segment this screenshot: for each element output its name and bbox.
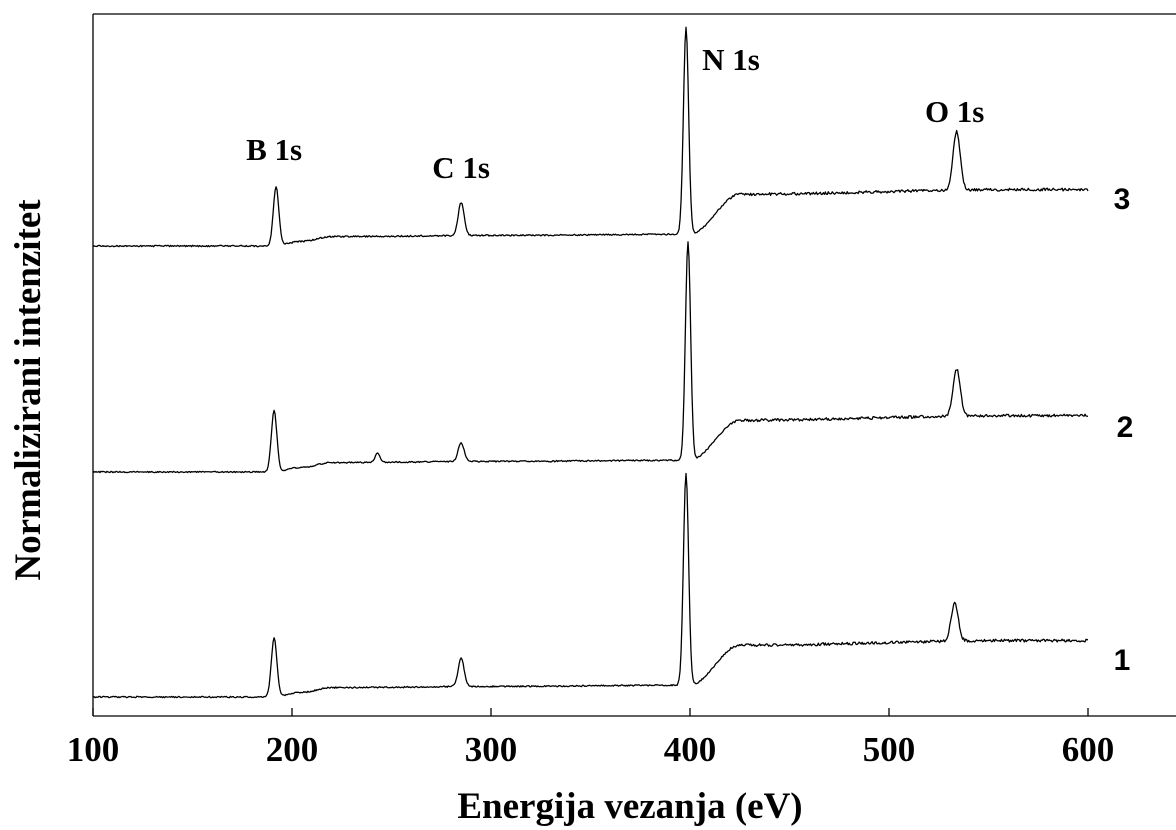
series-label-2: 2 bbox=[1117, 411, 1134, 444]
peak-annotations: B 1s C 1s N 1s O 1s bbox=[246, 42, 984, 185]
x-tick-label: 500 bbox=[863, 730, 916, 769]
peak-label: B 1s bbox=[246, 132, 302, 167]
peak-label: C 1s bbox=[432, 150, 490, 185]
x-tick-label: 100 bbox=[67, 730, 120, 769]
series-labels: 1 2 3 bbox=[1114, 183, 1134, 677]
spectrum-series-2 bbox=[92, 241, 1089, 474]
spectrum-series-3 bbox=[92, 26, 1089, 248]
axes bbox=[92, 13, 1176, 717]
peak-label: N 1s bbox=[702, 42, 760, 77]
x-tick-label: 200 bbox=[266, 730, 319, 769]
x-tick-label: 300 bbox=[465, 730, 518, 769]
series-label-3: 3 bbox=[1114, 183, 1131, 216]
x-tick-label: 400 bbox=[664, 730, 717, 769]
x-tick-label: 600 bbox=[1062, 730, 1115, 769]
x-ticks: 100 200 300 400 500 600 bbox=[67, 708, 1115, 769]
y-axis-title: Normalizirani intenzitet bbox=[8, 199, 49, 581]
spectrum-series-1 bbox=[92, 472, 1089, 699]
spectra bbox=[92, 26, 1089, 699]
series-label-1: 1 bbox=[1114, 644, 1131, 677]
x-axis-title: Energija vezanja (eV) bbox=[457, 786, 802, 827]
peak-label: O 1s bbox=[925, 94, 984, 129]
